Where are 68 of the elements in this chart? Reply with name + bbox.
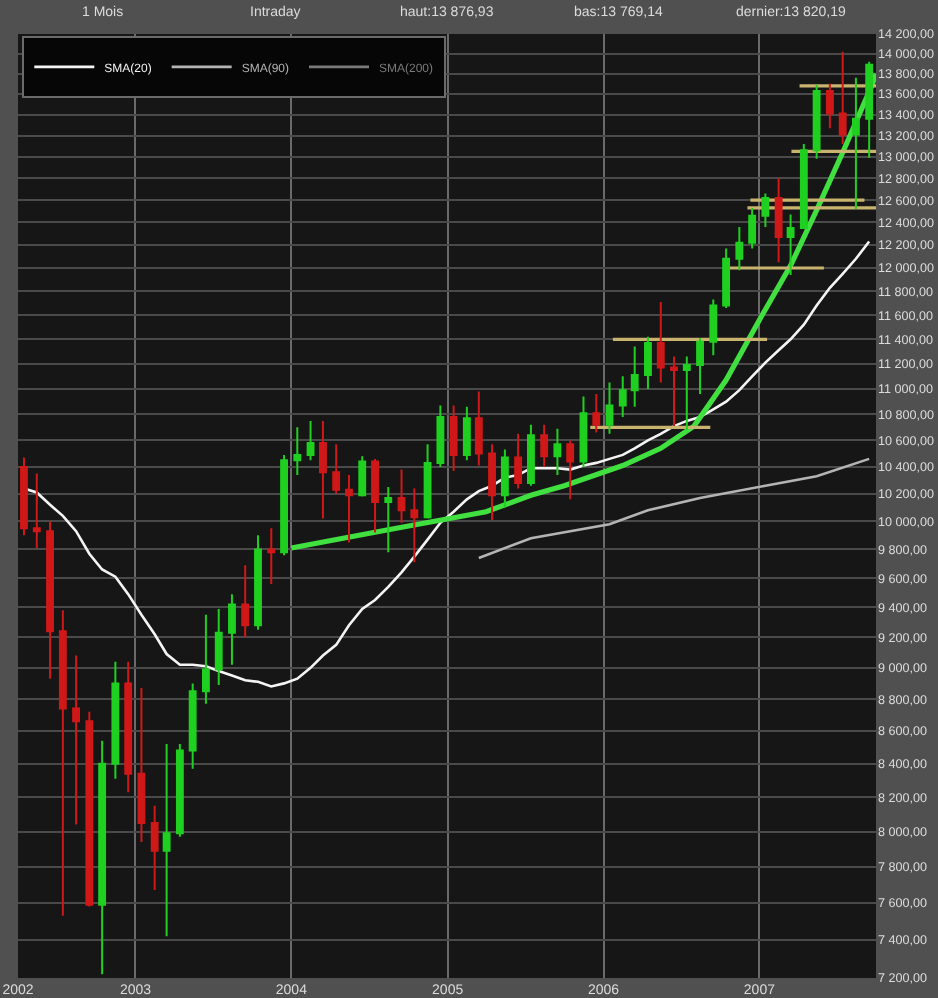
candlestick	[670, 355, 678, 428]
candlestick	[825, 82, 834, 130]
candlestick	[488, 443, 496, 521]
candlestick	[98, 739, 107, 976]
candlestick	[162, 743, 171, 938]
candlestick	[46, 520, 54, 680]
candlestick	[500, 448, 509, 509]
candlestick	[838, 50, 847, 145]
candlestick	[358, 455, 367, 498]
candlestick	[812, 83, 821, 160]
candlestick	[397, 468, 406, 524]
candlestick	[761, 192, 770, 228]
candlestick	[709, 298, 718, 357]
candlestick	[462, 405, 471, 462]
candlestick	[201, 613, 210, 705]
candlestick	[682, 355, 691, 431]
candlestick	[241, 564, 250, 639]
candlestick	[175, 743, 184, 838]
candlestick	[214, 607, 223, 686]
candlestick	[566, 439, 575, 501]
candlestick	[527, 423, 535, 487]
candlestick	[630, 345, 639, 408]
line-series	[477, 457, 871, 560]
candlestick	[865, 60, 874, 159]
candlestick	[254, 534, 262, 631]
candlestick	[722, 247, 731, 309]
candlestick	[592, 392, 601, 434]
candlestick	[514, 432, 523, 490]
candlestick	[553, 427, 562, 476]
candlestick	[228, 593, 236, 666]
candlestick	[618, 375, 627, 418]
candlestick	[150, 804, 159, 892]
candlestick	[436, 404, 445, 468]
candlestick	[852, 76, 860, 211]
candlestick	[696, 337, 704, 395]
candlestick	[410, 487, 419, 564]
candlestick	[20, 456, 28, 537]
candlestick	[32, 472, 41, 550]
candlestick	[656, 300, 665, 384]
candlestick	[267, 527, 276, 585]
candlestick	[111, 660, 120, 780]
candlestick	[786, 213, 795, 276]
candlestick	[735, 225, 744, 272]
candlestick	[306, 419, 315, 462]
candlestick	[384, 486, 393, 554]
candlestick	[449, 404, 458, 472]
candlestick	[605, 381, 614, 435]
candlestick	[293, 426, 302, 476]
candlestick	[58, 609, 67, 917]
candlestick	[345, 473, 353, 544]
candlestick	[124, 660, 133, 794]
line-series	[22, 240, 871, 688]
candlestick	[644, 335, 652, 390]
candlestick	[423, 443, 432, 520]
candlestick	[579, 395, 588, 468]
candlestick	[85, 710, 94, 908]
candlestick	[188, 682, 197, 770]
candlestick	[799, 142, 808, 230]
candlestick	[748, 206, 757, 250]
candlestick	[319, 419, 327, 520]
candlestick	[280, 453, 288, 557]
candlestick	[72, 654, 81, 826]
candlestick	[540, 423, 549, 468]
candlestick	[371, 457, 379, 534]
candlestick	[474, 390, 483, 467]
candlestick	[137, 687, 146, 844]
candlestick	[332, 443, 341, 495]
candlestick	[774, 177, 783, 264]
